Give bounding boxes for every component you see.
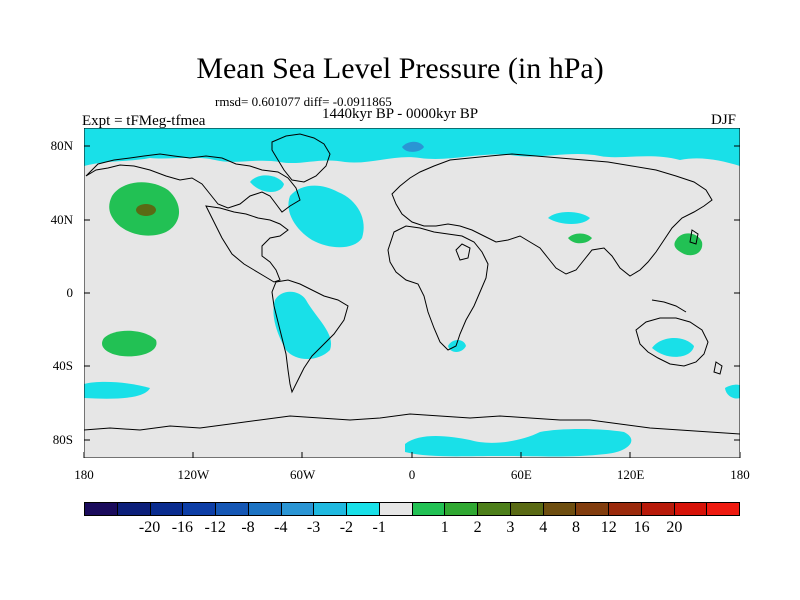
- colorbar-swatch: [281, 503, 315, 515]
- colorbar-swatch: [85, 503, 118, 515]
- colorbar-swatch: [478, 503, 511, 515]
- negative-region-south-pacific-east: [725, 384, 740, 399]
- colorbar-label: -20: [138, 519, 161, 536]
- colorbar-label: -16: [171, 519, 194, 536]
- negative-region-south-america: [273, 291, 332, 359]
- negative-region-asia: [548, 212, 590, 224]
- colorbar: [84, 502, 740, 516]
- colorbar-swatch: [510, 503, 544, 515]
- colorbar-label: -1: [372, 519, 386, 536]
- colorbar-swatch: [379, 503, 413, 515]
- negative-region-antarctic: [405, 429, 632, 457]
- positive-region-west-pacific: [674, 233, 703, 256]
- negative-region-canada: [250, 175, 284, 192]
- colorbar-label: 20: [666, 519, 683, 536]
- negative-region-south-africa: [448, 340, 466, 352]
- positive-core-north-pacific: [136, 204, 156, 216]
- colorbar-swatch: [674, 503, 708, 515]
- colorbar-swatch: [707, 503, 739, 515]
- colorbar-swatch: [609, 503, 642, 515]
- lat-label: 80S: [52, 431, 73, 447]
- map-background: [84, 128, 740, 458]
- colorbar-label: 3: [506, 519, 515, 536]
- colorbar-swatch: [150, 503, 184, 515]
- lon-label: 60W: [290, 467, 316, 482]
- colorbar-swatch: [412, 503, 446, 515]
- lat-label: 40N: [50, 211, 73, 227]
- negative-region-arctic-core: [402, 141, 424, 152]
- colorbar-swatch: [576, 503, 609, 515]
- colorbar-label: -4: [274, 519, 288, 536]
- colorbar-swatch: [314, 503, 347, 515]
- colorbar-swatch: [183, 503, 216, 515]
- lon-label: 180: [730, 467, 750, 482]
- colorbar-swatch: [216, 503, 249, 515]
- lon-label: 180: [74, 467, 94, 482]
- lon-label: 120E: [616, 467, 645, 482]
- colorbar-label: 2: [473, 519, 482, 536]
- season-label: DJF: [711, 112, 737, 128]
- colorbar-label: -12: [204, 519, 226, 536]
- coastlines: [84, 133, 740, 435]
- colorbar-swatch: [445, 503, 478, 515]
- negative-region-south-pacific: [84, 381, 150, 399]
- positive-region-south-pacific: [102, 330, 157, 357]
- colorbar-label: -2: [339, 519, 354, 536]
- colorbar-swatch: [543, 503, 577, 515]
- colorbar-swatch: [347, 503, 380, 515]
- lon-label: 0: [408, 467, 416, 482]
- period-text: 1440kyr BP - 0000kyr BP: [322, 106, 479, 122]
- axis-ticks: [83, 145, 741, 458]
- chart-title: Mean Sea Level Pressure (in hPa): [196, 52, 604, 85]
- negative-region-australia: [652, 337, 694, 357]
- lat-label: 40S: [52, 358, 73, 374]
- colorbar-swatch: [641, 503, 675, 515]
- positive-region-tibet: [568, 233, 592, 244]
- colorbar-label: 8: [572, 519, 580, 536]
- lon-label: 120W: [177, 467, 210, 482]
- lon-label: 60E: [510, 467, 532, 482]
- lat-label: 80N: [50, 138, 73, 154]
- colorbar-label: 4: [539, 519, 548, 536]
- colorbar-swatch: [248, 503, 282, 515]
- colorbar-label: 1: [440, 519, 449, 536]
- lat-label: 0: [66, 285, 74, 300]
- colorbar-label: 16: [633, 519, 650, 536]
- colorbar-label: -3: [306, 519, 321, 536]
- negative-region-north-atlantic: [288, 185, 364, 248]
- experiment-label: Expt = tFMeg-tfmea: [82, 113, 206, 129]
- colorbar-label: -8: [241, 519, 255, 536]
- colorbar-swatch: [117, 503, 151, 515]
- colorbar-label: 12: [600, 519, 617, 536]
- stats-text: rmsd= 0.601077 diff= -0.0911865: [215, 94, 392, 109]
